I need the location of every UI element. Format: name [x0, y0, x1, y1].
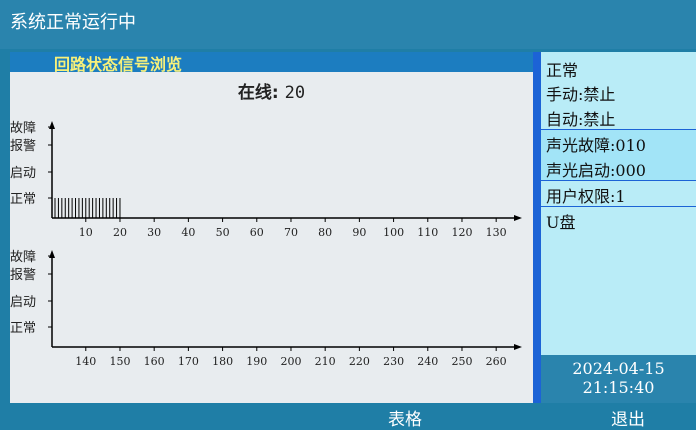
x-tick-label: 190 [246, 355, 267, 368]
x-axis-arrow [514, 215, 522, 221]
y-tick-label: 启动 [10, 166, 36, 181]
x-tick-label: 140 [75, 355, 96, 368]
x-tick-label: 180 [212, 355, 233, 368]
panel-divider [533, 52, 541, 403]
av-start-count: 声光启动:000 [546, 161, 646, 180]
x-tick-label: 200 [280, 355, 301, 368]
manual-mode-status: 手动:禁止 [546, 85, 616, 104]
y-tick-label: 启动 [10, 295, 36, 310]
online-count-display: 在线: 20 [10, 78, 533, 103]
x-tick-label: 60 [250, 226, 264, 239]
y-tick-label: 故障 [10, 250, 36, 265]
x-tick-label: 30 [147, 226, 161, 239]
x-tick-label: 170 [178, 355, 199, 368]
x-tick-label: 10 [79, 226, 93, 239]
x-axis-arrow [514, 344, 522, 350]
online-count: 20 [284, 83, 306, 103]
sidebar-highlight [541, 130, 696, 180]
x-tick-label: 50 [216, 226, 230, 239]
x-tick-label: 90 [352, 226, 366, 239]
status-sidebar: 正常 手动:禁止 自动:禁止 声光故障:010 声光启动:000 用户权限:1 … [541, 52, 696, 403]
top-bar: 系统正常运行中 [0, 0, 696, 49]
datetime-box: 2024-04-15 21:15:40 [541, 355, 696, 403]
y-axis-arrow [49, 250, 55, 258]
x-tick-label: 220 [349, 355, 370, 368]
system-status-text: 系统正常运行中 [10, 12, 136, 33]
date-display: 2024-04-15 [572, 359, 665, 378]
x-tick-label: 230 [383, 355, 404, 368]
y-tick-label: 故障 [10, 121, 36, 136]
x-tick-label: 110 [417, 226, 438, 239]
x-tick-label: 130 [486, 226, 507, 239]
x-tick-label: 70 [284, 226, 298, 239]
table-button[interactable]: 表格 [388, 410, 422, 430]
system-state: 正常 [546, 61, 579, 80]
x-tick-label: 80 [318, 226, 332, 239]
x-tick-label: 240 [417, 355, 438, 368]
sidebar-divider [541, 180, 696, 181]
sidebar-divider [541, 206, 696, 207]
bottom-bar: 表格 退出 [0, 403, 696, 430]
x-tick-label: 40 [181, 226, 195, 239]
y-tick-label: 正常 [10, 321, 36, 336]
x-tick-label: 210 [315, 355, 336, 368]
y-axis-arrow [49, 121, 55, 129]
loop-status-panel: 回路状态信号浏览 在线: 20 故障 报警 启动 正常 10 20 30 40 50 60 70 80 9… [10, 52, 533, 403]
auto-mode-status: 自动:禁止 [546, 110, 616, 129]
exit-button[interactable]: 退出 [611, 410, 645, 430]
sidebar-divider [541, 129, 696, 130]
x-tick-label: 250 [451, 355, 472, 368]
x-tick-label: 120 [451, 226, 472, 239]
user-permission: 用户权限:1 [546, 187, 626, 206]
x-tick-label: 20 [113, 226, 127, 239]
y-tick-label: 正常 [10, 192, 36, 207]
panel-header: 回路状态信号浏览 [10, 52, 533, 74]
x-tick-label: 100 [383, 226, 404, 239]
time-display: 21:15:40 [582, 378, 655, 397]
x-tick-label: 260 [486, 355, 507, 368]
x-tick-label: 150 [109, 355, 130, 368]
usb-status: U盘 [546, 213, 576, 232]
y-tick-label: 报警 [10, 267, 36, 283]
y-tick-label: 报警 [10, 138, 36, 154]
panel-title: 回路状态信号浏览 [54, 55, 183, 74]
x-tick-label: 160 [144, 355, 165, 368]
av-fault-count: 声光故障:010 [546, 136, 646, 155]
online-label: 在线: [237, 83, 279, 103]
